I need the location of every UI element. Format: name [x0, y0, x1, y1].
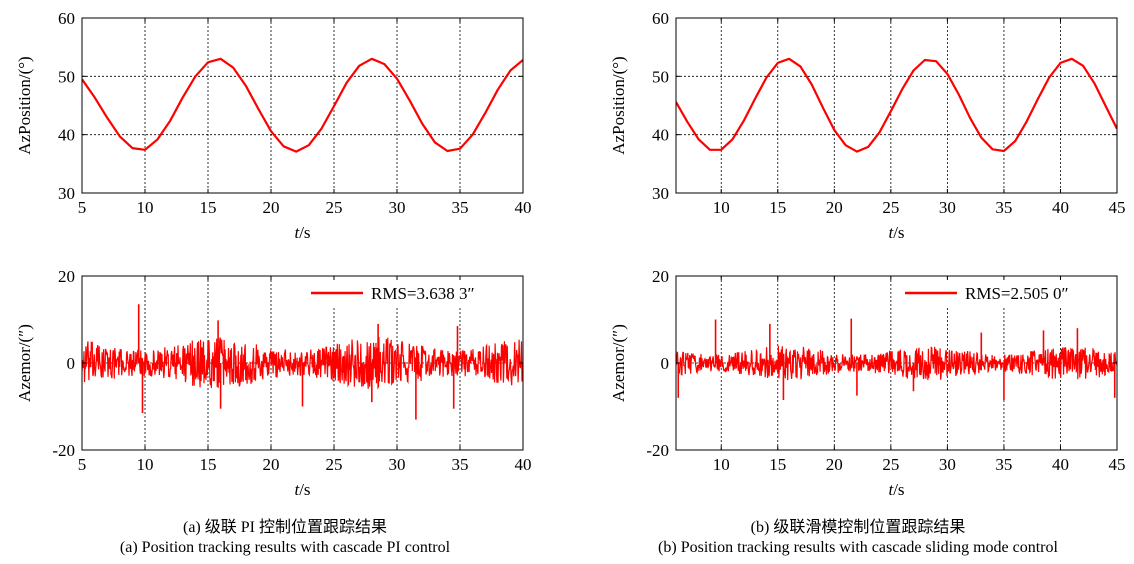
x-tick-label: 25	[882, 455, 899, 474]
chart-a-position: 5 10 15 20 25 30 35 40 30 40 50 60 t/s AzPosition/(°)	[15, 9, 532, 242]
x-tick-label: 35	[995, 198, 1012, 217]
x-axis-label: t/s	[888, 223, 904, 242]
chart-a-error: 5 10 15 20 25 30 35 40 -20 0 20 t/s Azemor/(″) RMS=3.…	[15, 267, 532, 499]
y-tick-label: 0	[67, 354, 76, 373]
series-line	[676, 57, 1117, 153]
x-tick-label: 40	[515, 198, 532, 217]
x-tick-label: 40	[515, 455, 532, 474]
y-axis-label: Azemor/(″)	[15, 324, 34, 402]
y-tick-label: 50	[58, 67, 75, 86]
x-tick-label: 30	[939, 198, 956, 217]
x-tick-label: 30	[939, 455, 956, 474]
x-tick-label: 20	[263, 198, 280, 217]
x-tick-label: 35	[452, 198, 469, 217]
y-tick-label: 60	[652, 9, 669, 28]
y-tick-label: 30	[652, 184, 669, 203]
y-tick-label: 20	[58, 267, 75, 286]
y-tick-label: 50	[652, 67, 669, 86]
x-tick-label: 25	[326, 198, 343, 217]
x-tick-label: 40	[1052, 198, 1069, 217]
y-tick-label: 30	[58, 184, 75, 203]
x-axis-label: t/s	[888, 480, 904, 499]
caption-a-chinese: (a) 级联 PI 控制位置跟踪结果	[183, 519, 387, 536]
x-tick-label: 40	[1052, 455, 1069, 474]
x-axis-label: t/s	[294, 223, 310, 242]
y-tick-label: 40	[652, 126, 669, 145]
caption-a-english: (a) Position tracking results with casca…	[119, 539, 451, 556]
y-tick-label: 60	[58, 9, 75, 28]
x-axis-label: t/s	[294, 480, 310, 499]
y-tick-label: 0	[661, 354, 670, 373]
x-tick-label: 10	[713, 455, 730, 474]
y-tick-label: 40	[58, 126, 75, 145]
y-axis-label: AzPosition/(°)	[609, 56, 628, 154]
x-tick-label: 35	[452, 455, 469, 474]
x-tick-label: 25	[882, 198, 899, 217]
chart-b-position: 10 15 20 25 30 35 40 45 30 40 50 60 t/s AzPosition/(°…	[609, 9, 1126, 242]
y-tick-label: -20	[646, 441, 669, 460]
chart-b-error: 10 15 20 25 30 35 40 45 -20 0 20 t/s Azemor/(″) RMS=2…	[609, 267, 1126, 499]
x-tick-label: 30	[389, 455, 406, 474]
series-error-signal	[676, 345, 1117, 381]
axes-frame	[81, 17, 524, 194]
x-tick-label: 10	[137, 198, 154, 217]
x-tick-label: 15	[200, 455, 217, 474]
legend-label: RMS=2.505 0″	[965, 284, 1069, 303]
legend-label: RMS=3.638 3″	[371, 284, 475, 303]
x-tick-label: 10	[137, 455, 154, 474]
x-tick-label: 45	[1109, 198, 1126, 217]
caption-b-chinese: (b) 级联滑模控制位置跟踪结果	[750, 519, 966, 536]
axes-frame	[675, 17, 1118, 194]
x-tick-label: 25	[326, 455, 343, 474]
x-tick-label: 30	[389, 198, 406, 217]
x-tick-label: 10	[713, 198, 730, 217]
x-tick-label: 20	[263, 455, 280, 474]
x-tick-label: 5	[78, 198, 87, 217]
y-axis-label: Azemor/(″)	[609, 324, 628, 402]
caption-b-english: (b) Position tracking results with casca…	[658, 539, 1058, 556]
x-tick-label: 35	[995, 455, 1012, 474]
x-tick-label: 15	[769, 198, 786, 217]
x-tick-label: 15	[200, 198, 217, 217]
x-tick-label: 5	[78, 455, 87, 474]
x-tick-label: 45	[1109, 455, 1126, 474]
x-tick-label: 20	[826, 198, 843, 217]
y-axis-label: AzPosition/(°)	[15, 56, 34, 154]
y-tick-label: -20	[52, 441, 75, 460]
x-tick-label: 15	[769, 455, 786, 474]
x-tick-label: 20	[826, 455, 843, 474]
series-line	[82, 57, 523, 153]
y-tick-label: 20	[652, 267, 669, 286]
